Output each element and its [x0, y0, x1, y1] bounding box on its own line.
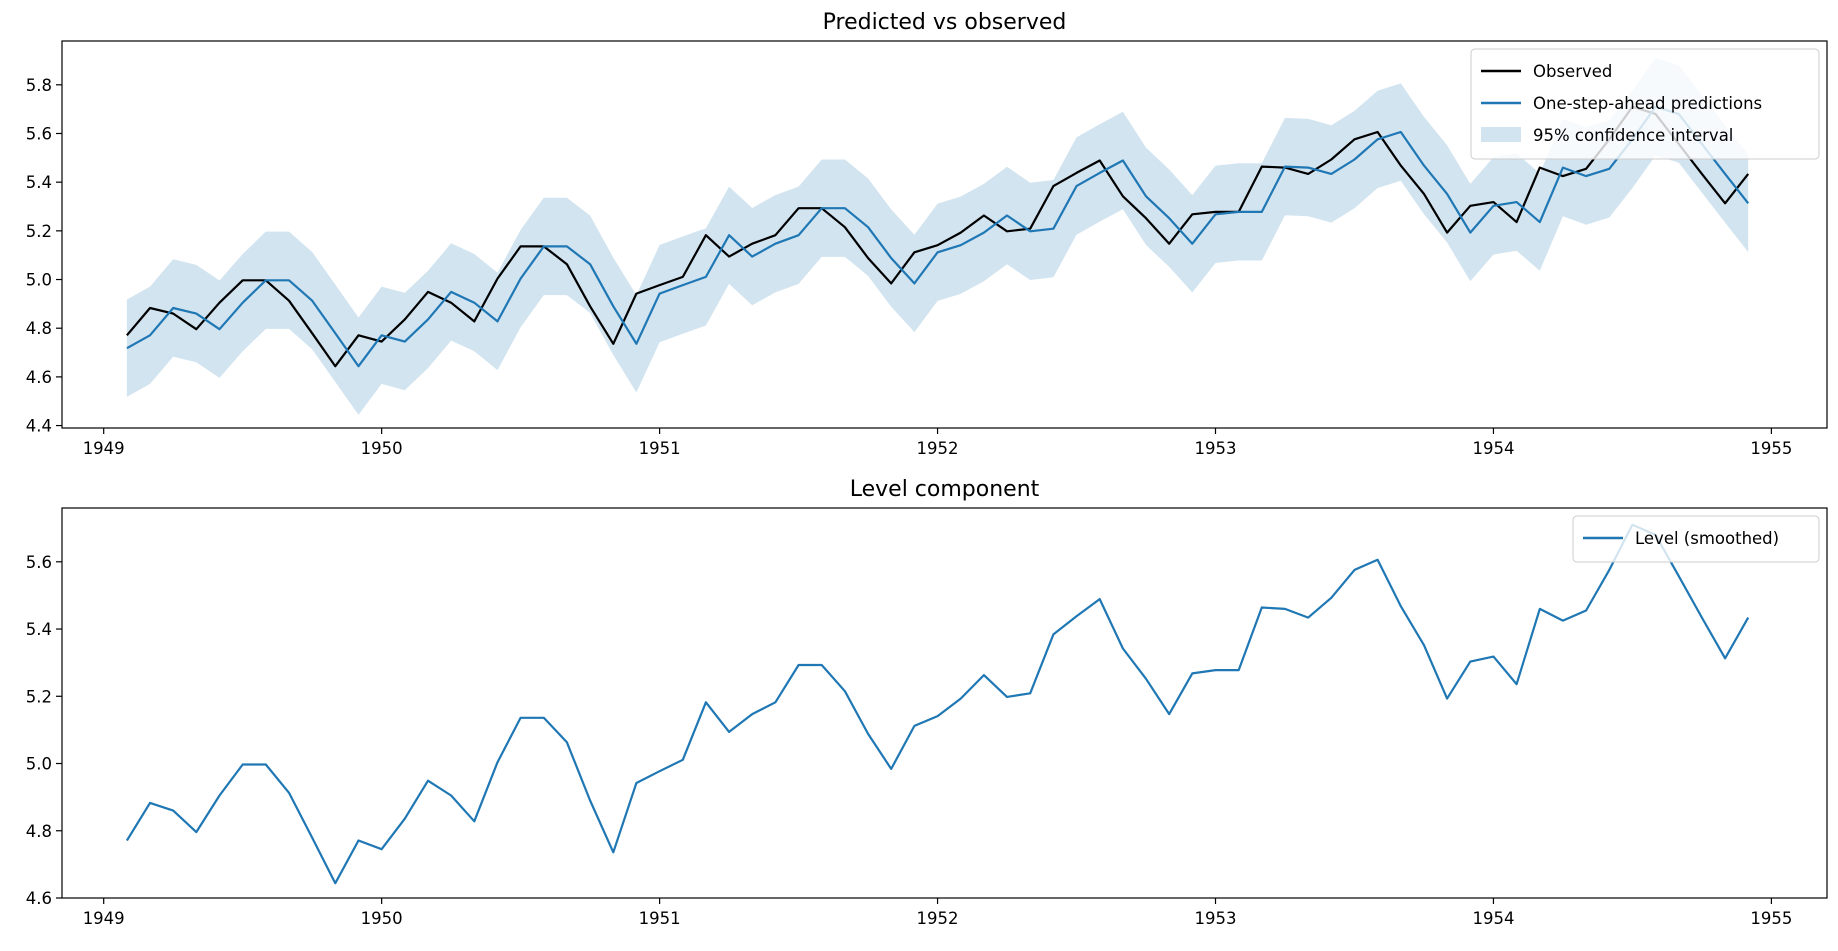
y-tick-label: 4.8 — [26, 822, 52, 841]
y-tick-label: 5.0 — [26, 755, 52, 774]
series-line-observed — [126, 105, 1750, 368]
y-tick-label: 5.0 — [26, 271, 52, 290]
legend: Level (smoothed) — [1572, 515, 1820, 563]
confidence-band — [126, 58, 1749, 415]
series-line-level-smoothed- — [125, 523, 1750, 885]
chart-title: Predicted vs observed — [823, 10, 1067, 35]
x-tick-label: 1950 — [361, 909, 403, 928]
y-tick-label: 5.6 — [26, 553, 52, 572]
legend-label-one-step-ahead-predictions: One-step-ahead predictions — [1533, 94, 1762, 113]
chart-title: Level component — [850, 477, 1040, 502]
y-tick-label: 5.2 — [26, 687, 52, 706]
x-tick-label: 1950 — [361, 439, 403, 458]
y-tick-label: 5.6 — [26, 124, 52, 143]
chart-2: Level component 1949 1950 1951 1952 1953 1954 1… — [26, 477, 1828, 928]
x-tick-label: 1953 — [1195, 439, 1237, 458]
x-tick-label: 1955 — [1750, 909, 1792, 928]
legend-label-level-smoothed-: Level (smoothed) — [1635, 529, 1779, 548]
y-tick-label: 5.2 — [26, 222, 52, 241]
x-tick-label: 1951 — [639, 439, 681, 458]
legend-label-observed: Observed — [1533, 62, 1612, 81]
x-tick-label: 1952 — [917, 439, 959, 458]
series-line-one-step-ahead-predictions — [126, 105, 1750, 368]
y-tick-label: 5.4 — [26, 173, 52, 192]
x-tick-label: 1953 — [1195, 909, 1237, 928]
y-tick-label: 4.6 — [26, 889, 52, 908]
legend-box — [1470, 48, 1820, 160]
x-tick-label: 1954 — [1472, 909, 1514, 928]
y-tick-label: 4.8 — [26, 319, 52, 338]
legend-label-95-confidence-interval: 95% confidence interval — [1533, 126, 1733, 145]
y-tick-label: 4.4 — [26, 417, 52, 436]
axes-frame — [61, 40, 1828, 429]
y-tick-label: 4.6 — [26, 368, 52, 387]
x-tick-label: 1955 — [1750, 439, 1792, 458]
y-tick-label: 5.8 — [26, 76, 52, 95]
chart-1: Predicted vs observed 1949 1950 1951 1952 195… — [26, 10, 1828, 458]
x-tick-label: 1949 — [83, 909, 125, 928]
y-tick-label: 5.4 — [26, 620, 52, 639]
x-tick-label: 1951 — [639, 909, 681, 928]
x-tick-label: 1954 — [1472, 439, 1514, 458]
legend-box — [1572, 515, 1820, 563]
x-tick-label: 1952 — [917, 909, 959, 928]
x-tick-label: 1949 — [83, 439, 125, 458]
axes-frame — [61, 507, 1828, 899]
legend-swatch-95-confidence-interval — [1481, 127, 1521, 142]
legend: Observed One-step-ahead predictions 95% co… — [1470, 48, 1820, 160]
